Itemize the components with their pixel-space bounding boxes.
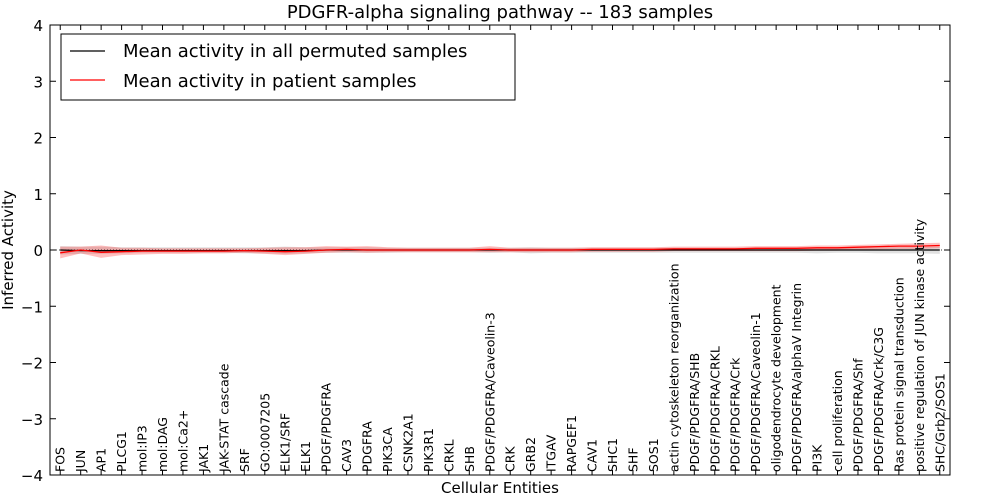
x-tick-label: PDGF/PDGFRA/CRKL: [707, 346, 722, 472]
x-tick-label: PDGF/PDGFRA/alphaV Integrin: [789, 283, 804, 472]
x-tick-label: ITGAV: [544, 434, 559, 472]
x-tick-label: AP1: [94, 448, 109, 472]
x-tick-label: SOS1: [646, 438, 661, 472]
x-tick-label: JAK-STAT cascade: [216, 363, 231, 473]
x-tick-label: PIK3CA: [380, 427, 395, 472]
x-tick-label: PDGF/PDGFRA: [319, 383, 334, 472]
x-tick-label: PDGF/PDGFRA/Caveolin-1: [748, 312, 763, 472]
y-tick-label: −2: [21, 355, 43, 373]
legend-label-patient: Mean activity in patient samples: [123, 71, 417, 92]
x-tick-label: CAV1: [585, 439, 600, 472]
x-axis-ticks: FOS JUN AP1 PLCG1 mol:IP3 mol:DAG mol:Ca2+ JAK1…: [53, 25, 947, 475]
legend-box: [60, 33, 516, 101]
x-tick-label: mol:Ca2+: [176, 410, 191, 472]
x-tick-label: GO:0007205: [257, 393, 272, 472]
x-tick-label: SHC1: [605, 438, 620, 472]
x-tick-label: oligodendrocyte development: [769, 284, 784, 472]
x-tick-label: CRKL: [441, 439, 456, 472]
x-tick-label: SHC/Grb2/SOS1: [932, 373, 947, 472]
plot-area: 4 3 2 1 0 −1 −2 −3 −4 FOS JUN AP1 PLCG1 mol:IP3 mol:D…: [21, 17, 951, 485]
y-tick-label: 2: [33, 130, 43, 148]
x-tick-label: PDGF/PDGFRA/Crk: [728, 357, 743, 472]
x-tick-label: SHF: [626, 447, 641, 472]
x-tick-label: Ras protein signal transduction: [891, 277, 906, 472]
x-tick-label: SHB: [462, 446, 477, 472]
y-tick-label: 4: [33, 17, 43, 35]
legend-label-permuted: Mean activity in all permuted samples: [123, 41, 467, 62]
x-tick-label: ELK1: [298, 441, 313, 472]
x-tick-label: CSNK2A1: [401, 413, 416, 472]
x-tick-label: PDGF/PDGFRA/Crk/C3G: [871, 327, 886, 472]
x-axis-label: Cellular Entities: [441, 479, 559, 497]
series-line-patient: [60, 244, 940, 254]
x-tick-label: SRF: [237, 448, 252, 472]
x-tick-label: PDGF/PDGFRA/Caveolin-3: [482, 312, 497, 472]
x-tick-label: PIK3R1: [421, 428, 436, 472]
y-tick-label: −4: [21, 467, 43, 485]
y-tick-label: 3: [33, 73, 43, 91]
y-axis-ticks: 4 3 2 1 0 −1 −2 −3 −4: [21, 17, 950, 485]
y-tick-label: 1: [33, 186, 43, 204]
x-tick-label: actin cytoskeleton reorganization: [666, 263, 681, 472]
x-tick-label: ELK1/SRF: [278, 413, 293, 472]
y-tick-label: −1: [21, 298, 43, 316]
x-tick-label: RAPGEF1: [564, 415, 579, 472]
x-tick-label: CAV3: [339, 439, 354, 472]
y-tick-label: −3: [21, 411, 43, 429]
x-tick-label: PDGF/PDGFRA/SHB: [687, 353, 702, 472]
x-tick-label: mol:DAG: [155, 417, 170, 472]
x-tick-label: JAK1: [196, 444, 211, 473]
series-lines: [60, 244, 940, 254]
x-tick-label: JUN: [73, 450, 88, 473]
x-tick-label: GRB2: [523, 437, 538, 472]
chart-title: PDGFR-alpha signaling pathway -- 183 sam…: [287, 2, 713, 23]
x-tick-label: PLCG1: [114, 431, 129, 472]
x-tick-label: cell proliferation: [830, 370, 845, 472]
legend: Mean activity in all permuted samples Me…: [60, 33, 516, 101]
y-tick-label: 0: [33, 242, 43, 260]
x-tick-label: mol:IP3: [135, 425, 150, 472]
x-tick-label: FOS: [53, 447, 68, 472]
x-tick-label: PI3K: [810, 444, 825, 472]
x-tick-label: PDGF/PDGFRA/Shf: [851, 358, 866, 472]
y-axis-label: Inferred Activity: [0, 190, 17, 310]
x-tick-label: CRK: [503, 446, 518, 472]
x-tick-label: PDGFRA: [360, 421, 375, 472]
x-tick-label: positive regulation of JUN kinase activi…: [912, 218, 927, 472]
